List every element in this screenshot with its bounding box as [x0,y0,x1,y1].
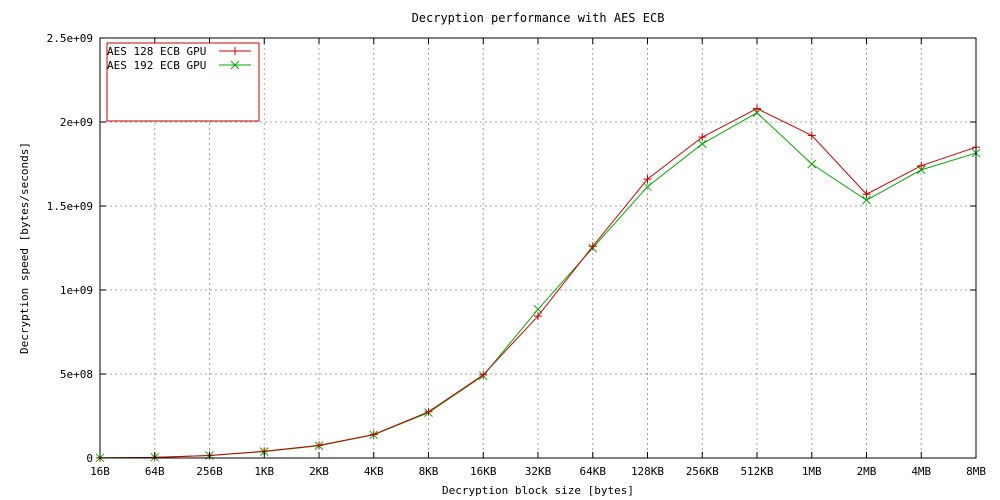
data-point [588,242,597,251]
x-tick-label: 2KB [309,465,329,478]
x-tick-label: 32KB [525,465,552,478]
data-point [534,312,542,321]
x-tick-label: 4KB [364,465,384,478]
legend-label: AES 192 ECB GPU [107,59,206,72]
x-tick-label: 2MB [857,465,877,478]
x-tick-label: 8KB [419,465,439,478]
data-point [315,441,323,450]
y-tick-label: 1.5e+09 [47,200,93,213]
data-point-d2 [916,165,926,175]
y-tick-label: 2e+09 [60,116,93,129]
y-axis-label: Decryption speed [bytes/seconds] [18,142,31,354]
data-point [698,133,707,142]
x-tick-label: 16KB [470,465,497,478]
data-point [807,131,816,140]
y-tick-label: 5e+08 [60,368,93,381]
x-tick-label: 8MB [966,465,986,478]
x-tick-label: 256B [196,465,223,478]
data-point [697,139,707,149]
y-tick-label: 2.5e+09 [47,32,93,45]
x-tick-label: 64B [145,465,165,478]
axis-ticks: 0 5e+08 1e+09 1.5e+09 2e+09 2.5e+09 16B 64B 256B… [47,32,987,478]
x-tick-label: 1KB [254,465,274,478]
legend-marker [231,47,239,55]
y-tick-label: 0 [86,452,93,465]
data-point [753,104,761,113]
legend-label: AES 128 ECB GPU [107,45,206,58]
data-point-d2 [697,139,707,149]
data-point-d2 [643,182,652,192]
y-tick-label: 1e+09 [60,284,93,297]
data-point [643,175,652,184]
x-tick-label: 64KB [580,465,607,478]
data-point-d2 [862,195,871,205]
x-tick-label: 256KB [686,465,719,478]
data-point [862,195,871,205]
data-series [95,104,981,463]
data-point [917,161,926,170]
x-tick-label: 128KB [631,465,664,478]
x-tick-label: 1MB [802,465,822,478]
data-point-d2 [533,304,543,314]
x-axis-label: Decryption block size [bytes] [442,484,634,497]
x-tick-label: 512KB [740,465,773,478]
x-tick-label: 16B [90,465,110,478]
data-point [807,159,817,169]
data-point [479,370,488,379]
legend-box [106,42,260,122]
legend-marker [230,60,240,70]
data-point [424,407,433,416]
data-point [643,182,652,192]
data-point-d2 [807,159,817,169]
legend-marker-d2 [230,60,240,70]
data-point [369,430,378,439]
chart-title: Decryption performance with AES ECB [412,11,665,25]
x-tick-label: 4MB [911,465,931,478]
data-point [862,190,871,199]
